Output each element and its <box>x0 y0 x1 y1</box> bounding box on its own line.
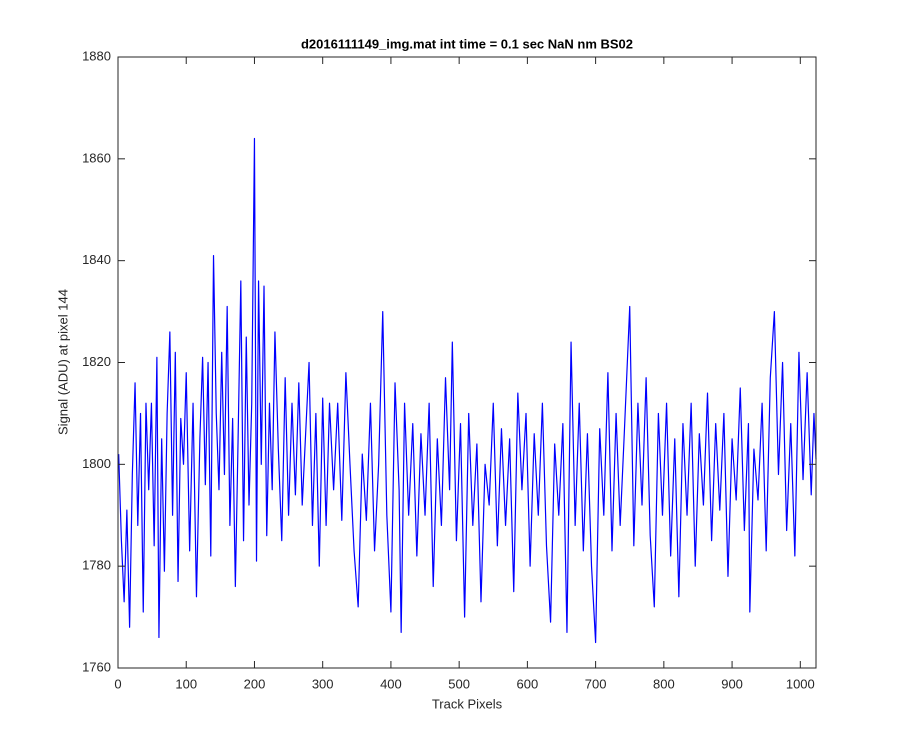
x-tick-label: 0 <box>114 676 121 691</box>
y-tick-label: 1880 <box>82 48 111 63</box>
x-axis-label: Track Pixels <box>432 696 503 711</box>
y-tick-label: 1840 <box>82 252 111 267</box>
x-tick-label: 300 <box>312 676 334 691</box>
x-tick-label: 100 <box>175 676 197 691</box>
y-tick-label: 1860 <box>82 150 111 165</box>
y-tick-label: 1780 <box>82 558 111 573</box>
y-tick-label: 1800 <box>82 456 111 471</box>
x-tick-label: 600 <box>517 676 539 691</box>
x-tick-label: 700 <box>585 676 607 691</box>
y-tick-label: 1760 <box>82 659 111 674</box>
x-tick-label: 800 <box>653 676 675 691</box>
y-axis-label: Signal (ADU) at pixel 144 <box>55 289 70 435</box>
chart-title: d2016111149_img.mat int time = 0.1 sec N… <box>301 36 633 51</box>
x-tick-label: 900 <box>721 676 743 691</box>
data-line <box>118 137 817 644</box>
x-tick-label: 400 <box>380 676 402 691</box>
y-tick-label: 1820 <box>82 354 111 369</box>
x-tick-label: 200 <box>244 676 266 691</box>
x-tick-label: 1000 <box>786 676 815 691</box>
x-tick-label: 500 <box>448 676 470 691</box>
